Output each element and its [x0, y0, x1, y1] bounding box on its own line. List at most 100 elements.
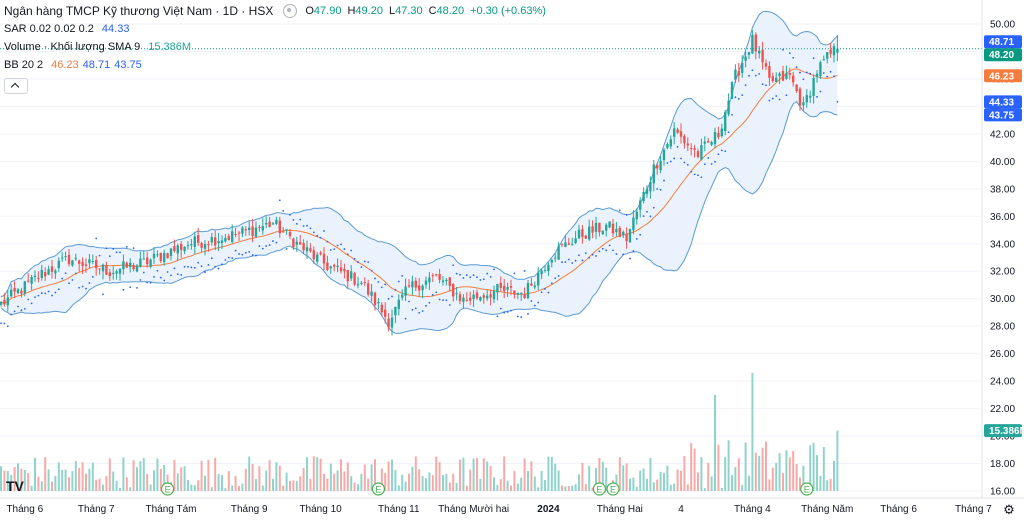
legend-bb-row[interactable]: BB 20 2 46.23 48.71 43.75: [4, 56, 552, 74]
candle-body: [458, 294, 462, 302]
candle-body: [44, 272, 47, 277]
sar-dot: [61, 277, 64, 280]
time-tick-label: Tháng 4: [734, 504, 771, 515]
sar-dot: [676, 145, 679, 148]
candle-body: [186, 245, 190, 247]
tradingview-logo-icon[interactable]: TV: [6, 478, 24, 494]
legend-sar-row[interactable]: SAR 0.02 0.02 0.2 44.33: [4, 20, 552, 38]
candle-body: [601, 230, 604, 235]
sar-dot: [132, 247, 135, 249]
candle-body: [356, 284, 360, 286]
sar-dot: [462, 277, 465, 279]
volume-bar: [397, 485, 400, 491]
sar-dot: [136, 286, 138, 289]
volume-bar: [136, 467, 138, 491]
volume-bar: [224, 488, 227, 491]
sar-dot: [669, 160, 672, 163]
candle-body: [543, 269, 547, 271]
sar-dot: [6, 325, 9, 328]
volume-bar: [428, 472, 431, 491]
time-tick-label: Tháng Tám: [146, 504, 197, 515]
legend-volume-row[interactable]: Volume · Khối lượng SMA 9 15.386M: [4, 38, 552, 56]
volume-bar: [190, 484, 193, 491]
sar-dot: [652, 206, 655, 209]
price-tick-label: 40.00: [990, 157, 1015, 168]
volume-bar: [98, 478, 101, 491]
candle-body: [486, 295, 489, 299]
time-tick-label: 2024: [537, 504, 560, 515]
sar-dot: [710, 163, 713, 165]
symbol-title[interactable]: Ngân hàng TMCP Kỹ thương Việt Nam · 1D ·…: [4, 4, 274, 18]
volume-bar: [248, 456, 251, 491]
sar-dot: [598, 250, 601, 253]
legend-collapse-button[interactable]: [4, 78, 28, 94]
sar-dot: [20, 309, 23, 312]
sar-dot: [482, 278, 485, 281]
time-axis[interactable]: Tháng 6 Tháng 7 Tháng Tám Tháng 9 Tháng 10 Th…: [6, 504, 992, 515]
sar-dot: [27, 298, 30, 301]
sar-dot: [170, 274, 172, 277]
candle-body: [754, 34, 757, 52]
volume-label: Volume · Khối lượng SMA 9: [4, 41, 141, 53]
candle-body: [95, 260, 98, 269]
sar-dot: [173, 267, 176, 270]
volume-bar: [707, 462, 710, 491]
sar-dot: [537, 301, 540, 304]
candle-body: [152, 253, 156, 259]
candle-body: [237, 232, 241, 234]
volume-bar: [510, 485, 512, 491]
sar-dot: [353, 257, 356, 260]
volume-bar: [765, 441, 767, 491]
volume-bar: [649, 457, 652, 491]
sar-dot: [241, 253, 244, 256]
sar-dot: [125, 245, 128, 248]
volume-bar: [788, 457, 791, 491]
sar-dot: [547, 291, 550, 294]
volume-bar: [275, 462, 278, 491]
candle-body: [88, 259, 91, 264]
candle-body: [421, 285, 424, 291]
sar-dot: [632, 250, 635, 252]
sar-dot: [380, 286, 383, 289]
sar-dot: [469, 276, 472, 279]
candle-body: [254, 227, 258, 237]
volume-bar: [455, 482, 458, 491]
candle-body: [373, 292, 377, 306]
volume-bar: [20, 468, 23, 491]
volume-bar: [775, 462, 778, 491]
candle-body: [312, 250, 315, 260]
candle-body: [193, 236, 196, 247]
earnings-marker: [161, 482, 175, 496]
eye-icon[interactable]: [283, 4, 298, 18]
candle-body: [336, 265, 339, 268]
sar-dot: [707, 157, 710, 159]
sar-dot: [448, 304, 451, 306]
volume-bars: [0, 372, 839, 491]
sar-dot: [37, 294, 40, 297]
gear-icon[interactable]: ⚙: [1003, 502, 1015, 517]
volume-bar: [829, 478, 832, 491]
sar-dot: [251, 254, 254, 256]
candle-body: [98, 268, 101, 270]
candle-body: [625, 233, 628, 242]
sar-dot: [275, 241, 278, 244]
candle-body: [146, 257, 149, 265]
candle-body: [23, 281, 26, 294]
candle-body: [227, 236, 230, 241]
candle-body: [285, 229, 288, 231]
volume-bar: [176, 473, 179, 491]
volume-bar: [30, 485, 33, 491]
volume-bar: [584, 484, 587, 491]
sar-dot: [833, 75, 835, 78]
ohlc-low-label: L: [388, 5, 396, 17]
volume-bar: [754, 452, 757, 491]
volume-bar: [499, 479, 502, 491]
volume-bar: [693, 448, 696, 491]
volume-bar: [486, 461, 489, 491]
sar-dot: [306, 224, 308, 227]
candle-body: [176, 245, 179, 254]
candle-body: [819, 62, 822, 77]
sar-dot: [207, 263, 210, 266]
volume-bar: [159, 468, 162, 491]
